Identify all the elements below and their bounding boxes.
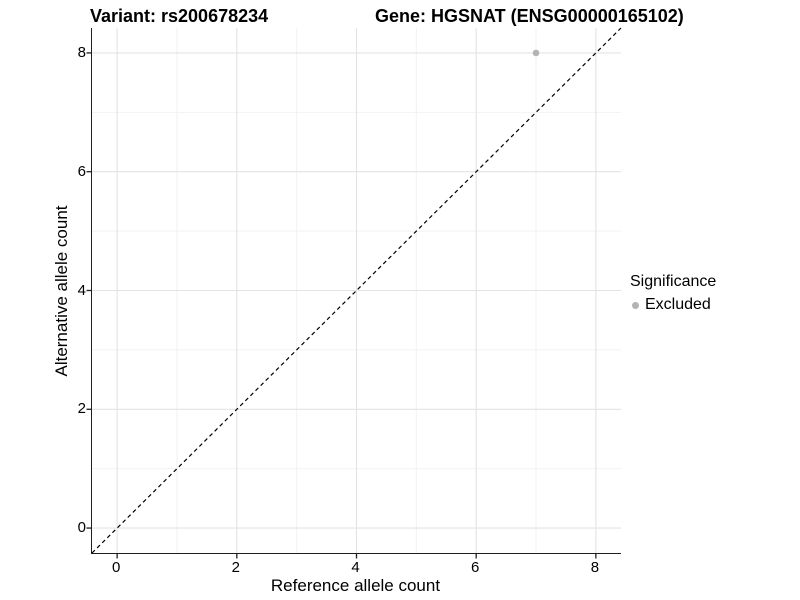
y-axis-tick-labels: 0 2 4 6 8 <box>50 28 86 553</box>
x-tick-label: 8 <box>590 559 600 576</box>
y-tick-label: 2 <box>77 400 86 418</box>
legend-point-icon <box>632 301 639 309</box>
plot-title-gene: Gene: HGSNAT (ENSG00000165102) <box>375 6 684 26</box>
plot-canvas <box>86 27 622 559</box>
x-tick-label: 2 <box>231 559 240 576</box>
y-tick-label: 6 <box>77 162 86 180</box>
legend: Significance Excluded <box>630 272 716 315</box>
plot-title-variant: Variant: rs200678234 <box>90 6 269 26</box>
data-point <box>532 49 540 57</box>
legend-item-label: Excluded <box>645 296 711 313</box>
legend-title: Significance <box>630 273 717 290</box>
plot-panel <box>86 27 622 559</box>
y-tick-label: 8 <box>77 43 86 61</box>
x-tick-label: 6 <box>471 559 480 576</box>
x-axis-tick-labels: 0 2 4 6 8 <box>91 559 620 577</box>
legend-item-excluded: Excluded <box>630 295 716 315</box>
y-tick-label: 4 <box>77 281 86 299</box>
x-tick-label: 4 <box>351 559 360 576</box>
x-axis-title: Reference allele count <box>270 576 441 595</box>
x-tick-label: 0 <box>111 559 121 576</box>
y-tick-label: 0 <box>77 519 86 537</box>
